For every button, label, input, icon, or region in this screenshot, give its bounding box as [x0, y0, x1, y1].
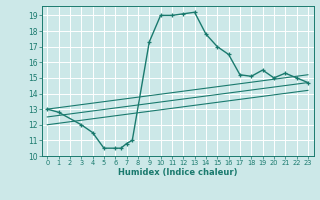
X-axis label: Humidex (Indice chaleur): Humidex (Indice chaleur) — [118, 168, 237, 177]
